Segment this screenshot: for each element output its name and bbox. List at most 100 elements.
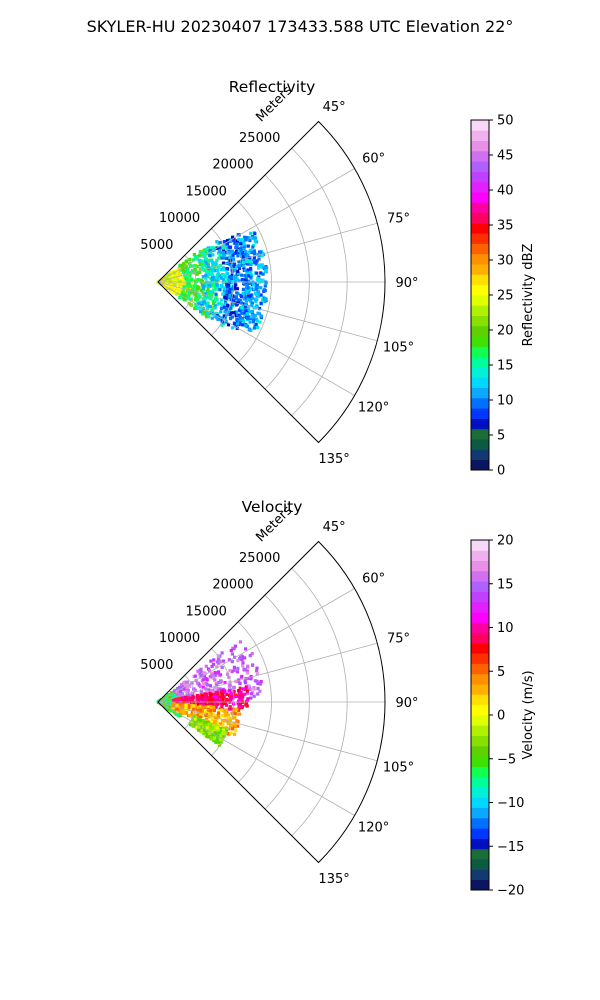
reflectivity-echo-cell bbox=[195, 289, 199, 293]
reflectivity-echo-cell bbox=[257, 294, 261, 298]
velocity-echo-cell bbox=[244, 703, 249, 707]
reflectivity-colorbar-tick-label: 20 bbox=[497, 324, 514, 339]
velocity-echo-cell bbox=[215, 665, 219, 669]
reflectivity-echo-cell bbox=[255, 325, 259, 329]
velocity-echo-cell bbox=[162, 701, 166, 705]
velocity-colorbar-tick-label: 5 bbox=[497, 665, 505, 680]
reflectivity-echo-cell bbox=[244, 303, 248, 307]
velocity-radial-tick-label: 25000 bbox=[239, 551, 280, 566]
reflectivity-echo-cell bbox=[234, 269, 238, 273]
reflectivity-azimuth-spoke bbox=[157, 281, 355, 396]
velocity-echo-cell bbox=[179, 710, 183, 714]
velocity-echo-cell bbox=[193, 722, 197, 726]
velocity-echo-cell bbox=[168, 704, 172, 708]
reflectivity-echo-cell bbox=[240, 306, 244, 310]
velocity-echo-cell bbox=[240, 658, 244, 662]
reflectivity-echo-cell bbox=[196, 278, 200, 282]
reflectivity-echo-cell bbox=[219, 306, 224, 310]
reflectivity-echo-cell bbox=[183, 297, 187, 301]
reflectivity-echo-cell bbox=[254, 287, 258, 291]
velocity-echo-cell bbox=[164, 696, 168, 700]
velocity-echo-cell bbox=[214, 701, 218, 706]
reflectivity-echo-cell bbox=[203, 311, 207, 315]
velocity-echo-cell bbox=[188, 698, 192, 702]
reflectivity-echo-cell bbox=[259, 293, 263, 297]
reflectivity-echo-cell bbox=[252, 257, 256, 261]
velocity-echo-cell bbox=[183, 683, 187, 687]
velocity-echo-cell bbox=[205, 726, 209, 730]
reflectivity-echo-cell bbox=[196, 270, 200, 274]
velocity-echo-cell bbox=[213, 737, 217, 741]
reflectivity-echo-cell bbox=[230, 273, 234, 277]
reflectivity-echo-cell bbox=[255, 283, 259, 287]
reflectivity-echo-cell bbox=[228, 313, 232, 317]
velocity-echo-cell bbox=[183, 711, 187, 715]
reflectivity-echo-cell bbox=[216, 302, 220, 306]
velocity-echo-cell bbox=[251, 663, 255, 667]
reflectivity-echo-cell bbox=[211, 268, 215, 272]
reflectivity-echo-cell bbox=[222, 278, 226, 282]
reflectivity-echo-cell bbox=[178, 296, 182, 300]
reflectivity-colorbar-segment bbox=[471, 161, 489, 172]
reflectivity-echo-cell bbox=[223, 291, 227, 295]
reflectivity-echo-cell bbox=[214, 287, 218, 291]
velocity-echo-cell bbox=[190, 692, 194, 696]
velocity-echo-cell bbox=[206, 735, 210, 739]
reflectivity-echo-cell bbox=[182, 282, 187, 286]
reflectivity-colorbar-segment bbox=[471, 428, 489, 440]
reflectivity-echo-cell bbox=[221, 280, 225, 285]
reflectivity-echo-cell bbox=[185, 283, 190, 287]
reflectivity-azimuth-tick-labels: 45° 60° 75° 90° 105° 120° 135° bbox=[318, 100, 418, 467]
velocity-azimuth-tick-label: 75° bbox=[387, 632, 410, 647]
reflectivity-echo-cell bbox=[253, 313, 257, 318]
reflectivity-echo-cell bbox=[200, 254, 204, 258]
velocity-echo-cell bbox=[222, 701, 226, 705]
velocity-echo-cell bbox=[190, 681, 194, 685]
reflectivity-echo-cell bbox=[255, 259, 259, 263]
velocity-echo-cell bbox=[201, 714, 205, 718]
velocity-echo-cell bbox=[233, 695, 238, 699]
reflectivity-echo-cell bbox=[189, 302, 193, 307]
velocity-echo-cell bbox=[255, 679, 259, 683]
reflectivity-echo-cell bbox=[206, 301, 210, 305]
velocity-echo-cell bbox=[243, 656, 247, 660]
velocity-radial-tick-label: 20000 bbox=[212, 578, 253, 593]
velocity-echo-cell bbox=[192, 707, 196, 711]
reflectivity-echo-cell bbox=[229, 281, 233, 285]
velocity-echo-cell bbox=[169, 701, 173, 705]
reflectivity-echo-cell bbox=[216, 251, 221, 255]
reflectivity-echo-cell bbox=[253, 251, 257, 256]
velocity-echo-cell bbox=[235, 712, 239, 716]
reflectivity-echo-cell bbox=[209, 290, 213, 294]
reflectivity-colorbar-tick-label: 0 bbox=[497, 464, 505, 479]
reflectivity-echo-cell bbox=[255, 271, 259, 275]
velocity-echo-cell bbox=[228, 669, 232, 673]
reflectivity-echo-cell bbox=[223, 250, 228, 254]
reflectivity-echo-cell bbox=[214, 292, 218, 296]
reflectivity-echo-cell bbox=[191, 268, 195, 273]
reflectivity-echo-cell bbox=[191, 258, 195, 262]
reflectivity-echo-cell bbox=[246, 253, 250, 258]
reflectivity-echo-cell bbox=[224, 320, 228, 324]
velocity-echo-cell bbox=[216, 714, 220, 718]
reflectivity-echo-cell bbox=[253, 232, 257, 236]
velocity-echo-cell bbox=[255, 666, 259, 670]
reflectivity-echo-cell bbox=[242, 264, 246, 268]
reflectivity-echo-cell bbox=[248, 310, 252, 314]
reflectivity-echo-cell bbox=[211, 253, 215, 257]
velocity-colorbar-segment bbox=[471, 869, 489, 881]
reflectivity-grid bbox=[157, 147, 385, 417]
reflectivity-echo-cell bbox=[220, 250, 224, 254]
velocity-echo-cell bbox=[228, 684, 232, 688]
reflectivity-echo-cell bbox=[188, 257, 192, 261]
reflectivity-echo-cell bbox=[241, 309, 246, 313]
velocity-echo-cell bbox=[227, 698, 231, 702]
velocity-colorbar-segment bbox=[471, 653, 489, 664]
reflectivity-echo-cell bbox=[259, 286, 263, 290]
reflectivity-echo-cell bbox=[239, 251, 244, 255]
velocity-echo-cell bbox=[229, 724, 233, 728]
velocity-echo-cell bbox=[209, 737, 213, 741]
velocity-echo-cell bbox=[207, 700, 211, 705]
velocity-echo-cell bbox=[209, 705, 213, 709]
reflectivity-echo-cell bbox=[238, 298, 242, 302]
